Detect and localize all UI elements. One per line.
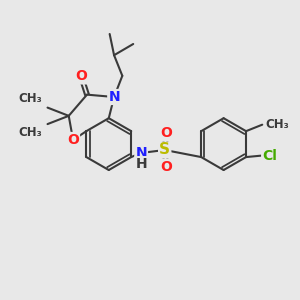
Text: O: O bbox=[67, 133, 79, 147]
Text: O: O bbox=[160, 160, 172, 174]
Text: H: H bbox=[135, 157, 147, 171]
Text: S: S bbox=[159, 142, 170, 158]
Text: CH₃: CH₃ bbox=[266, 118, 290, 131]
Text: N: N bbox=[135, 146, 147, 160]
Text: Cl: Cl bbox=[262, 148, 277, 163]
Text: N: N bbox=[108, 90, 120, 104]
Text: O: O bbox=[75, 69, 87, 83]
Text: CH₃: CH₃ bbox=[19, 126, 42, 140]
Text: CH₃: CH₃ bbox=[19, 92, 42, 105]
Text: O: O bbox=[160, 126, 172, 140]
